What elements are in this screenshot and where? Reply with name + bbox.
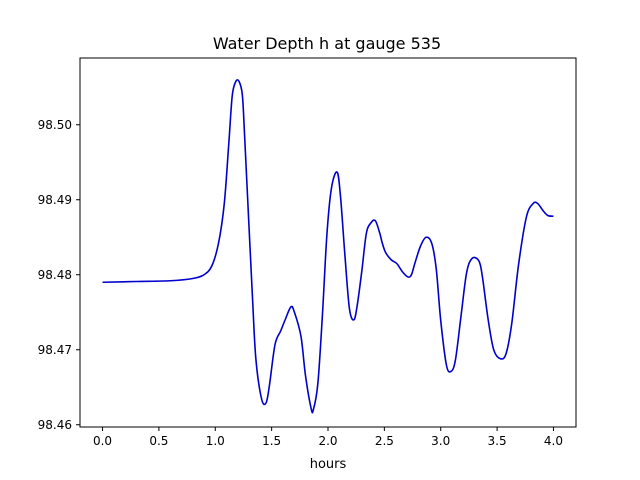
y-axis: 98.46 98.47 98.48 98.49 98.50: [38, 118, 80, 432]
chart-title: Water Depth h at gauge 535: [213, 34, 441, 53]
x-tick-label: 3.5: [488, 434, 507, 448]
y-tick-label: 98.50: [38, 118, 72, 132]
plot-frame: [79, 57, 577, 428]
y-tick-label: 98.48: [38, 268, 72, 282]
series-line-0: [102, 79, 554, 414]
x-tick-label: 4.0: [544, 434, 563, 448]
x-tick-label: 1.0: [206, 434, 225, 448]
y-tick-label: 98.46: [38, 418, 72, 432]
x-axis: 0.0 0.5 1.0 1.5 2.0 2.5 3.0 3.5 4.0: [93, 427, 563, 448]
y-tick-label: 98.47: [38, 343, 72, 357]
x-tick-label: 1.5: [262, 434, 281, 448]
plot-area: [79, 57, 577, 428]
x-tick-label: 3.0: [431, 434, 450, 448]
x-tick-label: 0.5: [149, 434, 168, 448]
y-tick-label: 98.49: [38, 193, 72, 207]
x-tick-label: 0.0: [93, 434, 112, 448]
x-axis-label: hours: [310, 457, 347, 472]
x-tick-label: 2.0: [318, 434, 337, 448]
x-tick-label: 2.5: [375, 434, 394, 448]
